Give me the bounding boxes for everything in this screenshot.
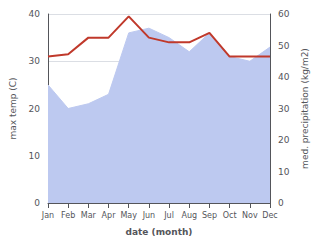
- svg-text:10: 10: [29, 151, 41, 161]
- svg-text:50: 50: [278, 41, 290, 51]
- svg-text:0: 0: [278, 198, 284, 208]
- svg-text:Nov: Nov: [242, 211, 258, 220]
- svg-text:Aug: Aug: [181, 211, 197, 220]
- svg-text:May: May: [120, 211, 137, 220]
- svg-text:10: 10: [278, 167, 290, 177]
- svg-text:40: 40: [278, 72, 290, 82]
- svg-text:max temp (C): max temp (C): [8, 77, 18, 139]
- svg-text:30: 30: [29, 56, 41, 66]
- svg-text:20: 20: [29, 104, 41, 114]
- svg-text:30: 30: [278, 104, 290, 114]
- svg-text:0: 0: [34, 198, 40, 208]
- svg-text:Feb: Feb: [61, 211, 75, 220]
- svg-text:60: 60: [278, 9, 290, 19]
- svg-text:Mar: Mar: [81, 211, 97, 220]
- svg-text:Jun: Jun: [142, 211, 156, 220]
- svg-text:Jan: Jan: [41, 211, 54, 220]
- svg-text:Sep: Sep: [202, 211, 217, 220]
- svg-text:date (month): date (month): [126, 227, 193, 237]
- svg-text:Jul: Jul: [163, 211, 174, 220]
- svg-text:Dec: Dec: [262, 211, 277, 220]
- svg-text:20: 20: [278, 135, 290, 145]
- svg-text:40: 40: [29, 9, 41, 19]
- svg-text:Oct: Oct: [223, 211, 237, 220]
- svg-text:Apr: Apr: [102, 211, 117, 220]
- svg-text:med. precipitation (kg/m2): med. precipitation (kg/m2): [300, 48, 310, 169]
